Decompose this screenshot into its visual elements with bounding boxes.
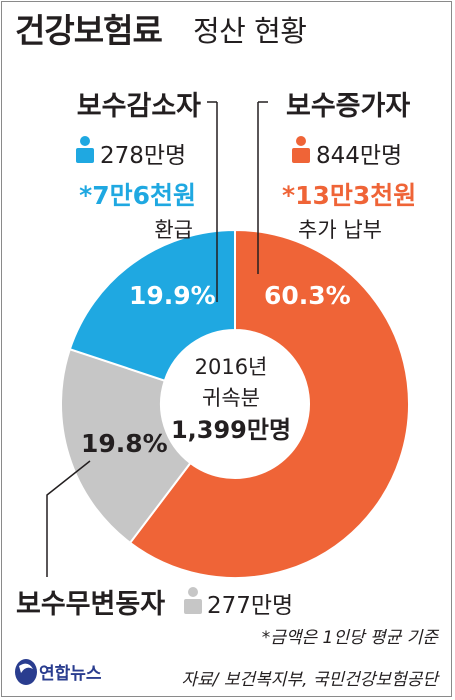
unchanged-count: 277만명 [207, 593, 293, 619]
unchanged-leader-line [46, 460, 91, 577]
person-icon [184, 587, 202, 614]
donut-slices [60, 228, 410, 579]
increase-name: 보수증가자 [286, 91, 410, 122]
decrease-action: 환급 [154, 218, 193, 242]
slice-unchanged [60, 347, 192, 545]
decrease-count: 278만명 [100, 143, 186, 169]
person-icon [292, 136, 310, 163]
increase-action: 추가 납부 [298, 218, 382, 242]
increase-amount: *13만3천원 [282, 181, 416, 210]
page-subtitle: 정산 현황 [193, 14, 307, 48]
page-title: 건강보험료 [15, 11, 163, 50]
yonhap-logo: 연합뉴스 [15, 659, 102, 685]
center-total: 1,399만명 [171, 416, 291, 444]
person-icon [76, 136, 94, 163]
logo-text: 연합뉴스 [39, 663, 102, 684]
slice-label-unchanged: 19.8% [81, 429, 168, 458]
slice-label-increase: 60.3% [264, 281, 351, 310]
center-year: 2016년 [195, 355, 268, 379]
slice-increase [128, 228, 410, 579]
increase-count: 844만명 [316, 143, 402, 169]
unchanged-name: 보수무변동자 [16, 589, 165, 620]
footnote: *금액은 1인당 평균 기준 [262, 628, 440, 648]
source-credit: 자료/ 보건복지부, 국민건강보험공단 [181, 670, 440, 690]
decrease-amount: *7만6천원 [79, 181, 196, 210]
slice-label-decrease: 19.9% [129, 281, 216, 310]
decrease-name: 보수감소자 [77, 91, 201, 122]
slice-decrease [68, 228, 236, 382]
center-label: 귀속분 [202, 386, 260, 410]
